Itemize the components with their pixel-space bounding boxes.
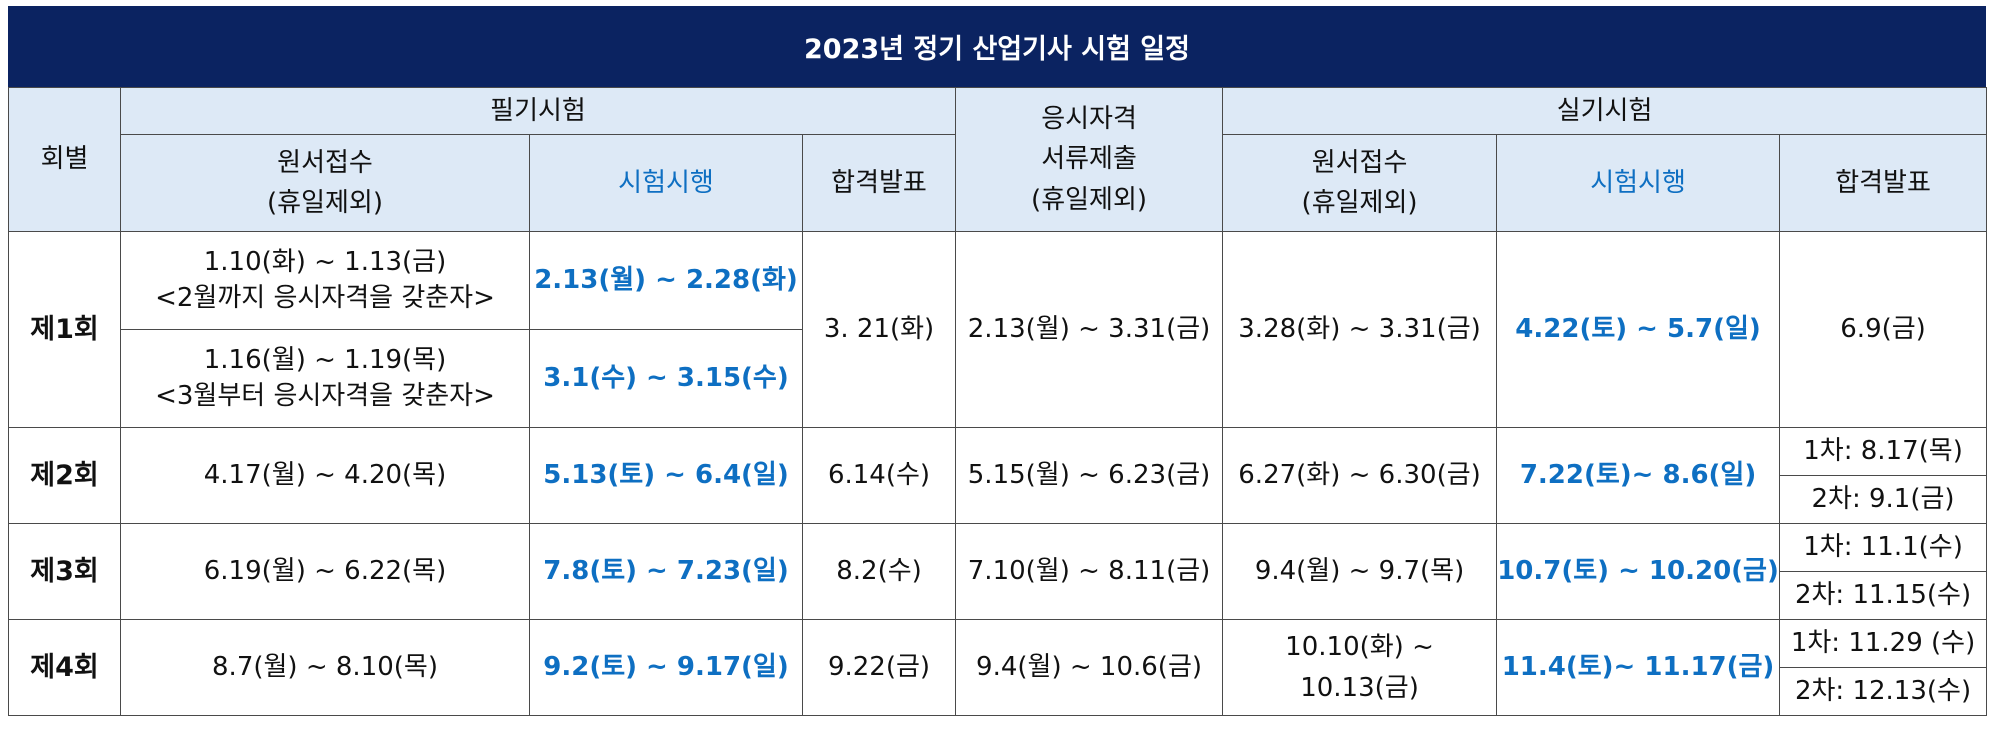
- written-apply-note: <3월부터 응시자격을 갖춘자>: [155, 380, 495, 411]
- practical-apply-cell: 10.10(화) ~ 10.13(금): [1222, 619, 1498, 716]
- header-row-2: 원서접수 (휴일제외) 시험시행 합격발표 원서접수 (휴일제외) 시험시행 합…: [9, 134, 1988, 232]
- written-exam-cell: 9.2(토) ~ 9.17(일): [529, 619, 803, 716]
- practical-apply-cell: 3.28(화) ~ 3.31(금): [1222, 231, 1498, 428]
- practical-result-first: 1차: 8.17(목): [1779, 427, 1988, 476]
- header-written-apply-line2: (휴일제외): [267, 188, 383, 218]
- docs-cell: 2.13(월) ~ 3.31(금): [955, 231, 1224, 428]
- written-apply-cell: 6.19(월) ~ 6.22(목): [120, 523, 530, 620]
- schedule-table: 회별 필기시험 응시자격 서류제출 (휴일제외) 실기시험 원서접수 (휴일제외…: [8, 87, 1988, 716]
- practical-exam-cell: 4.22(토) ~ 5.7(일): [1496, 231, 1781, 428]
- table-row: 2차: 11.15(수): [9, 571, 1988, 620]
- header-docs-line3: (휴일제외): [1031, 184, 1148, 215]
- written-result-cell: 8.2(수): [801, 523, 957, 620]
- schedule-container: 2023년 정기 산업기사 시험 일정 회별 필기시험 응시자격 서류제출 (휴…: [8, 6, 1988, 716]
- header-round: 회별: [8, 87, 121, 232]
- header-docs-line1: 응시자격: [1041, 104, 1137, 135]
- table-row: 2차: 12.13(수): [9, 667, 1988, 716]
- practical-result-second: 2차: 12.13(수): [1779, 667, 1988, 716]
- practical-result-cell: 6.9(금): [1779, 231, 1988, 428]
- written-exam-cell: 2.13(월) ~ 2.28(화): [529, 231, 803, 330]
- practical-result-second: 2차: 11.15(수): [1779, 571, 1988, 620]
- written-result-cell: 9.22(금): [801, 619, 957, 716]
- written-result-cell: 3. 21(화): [801, 231, 957, 428]
- practical-apply-cell: 9.4(월) ~ 9.7(목): [1222, 523, 1498, 620]
- practical-apply-cell: 6.27(화) ~ 6.30(금): [1222, 427, 1498, 524]
- round-label: 제2회: [8, 427, 121, 524]
- round-label: 제1회: [8, 231, 121, 428]
- round-label: 제4회: [8, 619, 121, 716]
- header-written-result: 합격발표: [801, 134, 957, 232]
- header-written-exam: 시험시행: [529, 134, 803, 232]
- table-row: 제4회 8.7(월) ~ 8.10(목) 9.2(토) ~ 9.17(일) 9.…: [8, 619, 1988, 716]
- written-apply-cell: 1.10(화) ~ 1.13(금) <2월까지 응시자격을 갖춘자>: [120, 231, 530, 330]
- docs-cell: 5.15(월) ~ 6.23(금): [955, 427, 1224, 524]
- written-apply-cell: 4.17(월) ~ 4.20(목): [120, 427, 530, 524]
- header-written: 필기시험: [119, 87, 957, 135]
- written-result-cell: 6.14(수): [801, 427, 957, 524]
- round-label: 제3회: [8, 523, 121, 620]
- practical-result-first: 1차: 11.1(수): [1779, 523, 1988, 572]
- written-apply-cell: 1.16(월) ~ 1.19(목) <3월부터 응시자격을 갖춘자>: [120, 329, 530, 428]
- header-practical-apply-line1: 원서접수: [1311, 147, 1408, 178]
- written-apply-note: <2월까지 응시자격을 갖춘자>: [155, 282, 495, 313]
- table-row: 제1회 1.10(화) ~ 1.13(금) <2월까지 응시자격을 갖춘자> 2…: [8, 231, 1988, 428]
- table-row: 제2회 4.17(월) ~ 4.20(목) 5.13(토) ~ 6.4(일) 6…: [8, 427, 1988, 524]
- header-row-1: 회별 필기시험 응시자격 서류제출 (휴일제외) 실기시험: [8, 87, 1988, 232]
- header-practical-apply: 원서접수 (휴일제외): [1222, 134, 1498, 232]
- practical-exam-cell: 10.7(토) ~ 10.20(금): [1496, 523, 1781, 620]
- written-apply-dates: 1.10(화) ~ 1.13(금): [203, 247, 447, 278]
- practical-result-second: 2차: 9.1(금): [1779, 475, 1988, 524]
- written-exam-cell: 3.1(수) ~ 3.15(수): [529, 329, 803, 428]
- written-apply-dates: 1.16(월) ~ 1.19(목): [203, 345, 447, 376]
- table-row: 1.16(월) ~ 1.19(목) <3월부터 응시자격을 갖춘자> 3.1(수…: [9, 329, 1987, 428]
- docs-cell: 9.4(월) ~ 10.6(금): [955, 619, 1224, 716]
- header-written-apply: 원서접수 (휴일제외): [120, 134, 530, 232]
- header-practical-exam: 시험시행: [1496, 134, 1781, 232]
- written-exam-cell: 5.13(토) ~ 6.4(일): [529, 427, 803, 524]
- table-row: 2차: 9.1(금): [9, 475, 1988, 524]
- header-written-apply-line1: 원서접수: [277, 147, 373, 178]
- header-docs: 응시자격 서류제출 (휴일제외): [955, 87, 1224, 232]
- header-practical-result: 합격발표: [1779, 134, 1988, 232]
- practical-exam-cell: 11.4(토)~ 11.17(금): [1496, 619, 1781, 716]
- docs-cell: 7.10(월) ~ 8.11(금): [955, 523, 1224, 620]
- practical-exam-cell: 7.22(토)~ 8.6(일): [1496, 427, 1781, 524]
- header-docs-line2: 서류제출: [1041, 144, 1137, 175]
- practical-result-first: 1차: 11.29 (수): [1779, 619, 1988, 668]
- header-practical: 실기시험: [1222, 87, 1988, 135]
- table-row: 제3회 6.19(월) ~ 6.22(목) 7.8(토) ~ 7.23(일) 8…: [8, 523, 1988, 620]
- written-apply-cell: 8.7(월) ~ 8.10(목): [120, 619, 530, 716]
- table-title: 2023년 정기 산업기사 시험 일정: [8, 6, 1986, 87]
- header-practical-apply-line2: (휴일제외): [1301, 188, 1418, 218]
- written-exam-cell: 7.8(토) ~ 7.23(일): [529, 523, 803, 620]
